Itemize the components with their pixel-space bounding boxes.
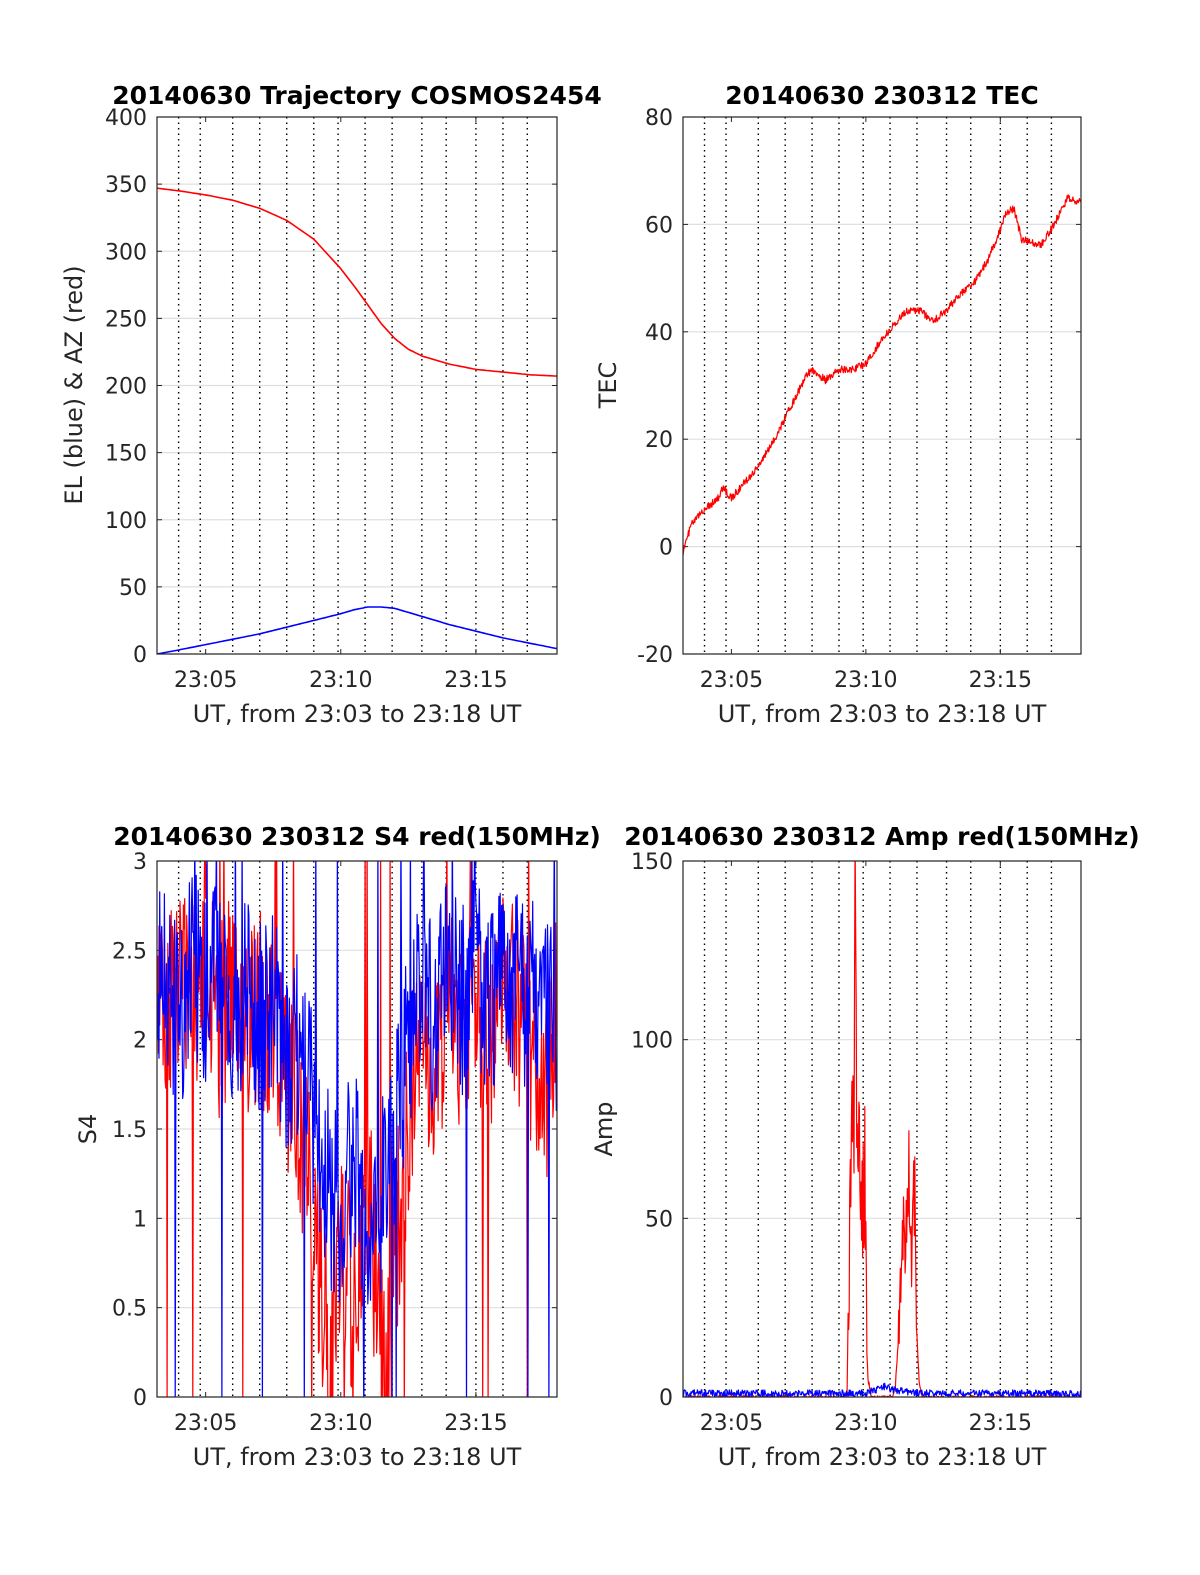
y-tick-label: 3 [133, 850, 147, 875]
tec-plot-title: 20140630 230312 TEC [725, 81, 1038, 110]
plot-area: 0 50 100 150 200 250 300 350 400 23:05 23:10 23:15 [105, 106, 557, 693]
y-tick-label: 50 [645, 1207, 673, 1232]
x-tick-label: 23:05 [700, 668, 763, 693]
trajectory-plot-xlabel: UT, from 23:03 to 23:18 UT [193, 700, 522, 728]
x-tick-label: 23:15 [444, 668, 507, 693]
y-tick-label: 20 [645, 428, 673, 453]
plot-background [683, 117, 1081, 654]
y-tick-label: 2.5 [112, 939, 147, 964]
tec-plot: 20140630 230312 TEC UT, from 23:03 to 23… [594, 81, 1082, 728]
y-tick-label: 2 [133, 1029, 147, 1054]
series-layer [683, 194, 1081, 556]
x-tick-label: 23:05 [174, 668, 237, 693]
trajectory-plot: 20140630 Trajectory COSMOS2454 UT, from … [60, 81, 602, 728]
axes-box [156, 860, 558, 1398]
y-tick-label: 150 [631, 850, 673, 875]
x-tick-label: 23:05 [700, 1411, 763, 1436]
y-tick-label: 0 [133, 643, 147, 668]
y-tick-label: 250 [105, 307, 147, 332]
series-layer [683, 861, 1081, 1397]
axes-box [682, 860, 1082, 1398]
amp-plot-xlabel: UT, from 23:03 to 23:18 UT [718, 1443, 1047, 1471]
y-tick-label: 40 [645, 321, 673, 346]
axes-box [156, 116, 558, 655]
x-tick-label: 23:15 [969, 1411, 1032, 1436]
s4-plot: 20140630 230312 S4 red(150MHz) UT, from … [74, 822, 601, 1471]
y-tick-label: 100 [105, 509, 147, 534]
y-tick-label: 400 [105, 106, 147, 131]
y-tick-label: -20 [637, 643, 673, 668]
x-tick-label: 23:10 [834, 1411, 897, 1436]
y-tick-label: 150 [105, 442, 147, 467]
red-series-line [683, 861, 1081, 1397]
amp-plot: 20140630 230312 Amp red(150MHz) UT, from… [590, 822, 1140, 1471]
y-tick-label: 60 [645, 213, 673, 238]
tec-plot-xlabel: UT, from 23:03 to 23:18 UT [718, 700, 1047, 728]
y-tick-label: 1 [133, 1207, 147, 1232]
y-tick-label: 100 [631, 1029, 673, 1054]
trajectory-plot-title: 20140630 Trajectory COSMOS2454 [112, 81, 602, 110]
amp-plot-ylabel: Amp [590, 1101, 618, 1156]
y-tick-label: 0.5 [112, 1297, 147, 1322]
blue-series-line [157, 606, 557, 654]
amp-plot-title: 20140630 230312 Amp red(150MHz) [624, 822, 1140, 851]
red-series-line [157, 187, 557, 377]
axes-box [682, 116, 1082, 655]
y-tick-label: 50 [119, 576, 147, 601]
x-tick-label: 23:10 [309, 1411, 372, 1436]
s4-plot-ylabel: S4 [74, 1114, 102, 1145]
y-tick-label: 0 [133, 1386, 147, 1411]
series-layer [157, 187, 557, 654]
plot-background [683, 861, 1081, 1397]
x-tick-label: 23:15 [969, 668, 1032, 693]
tec-plot-ylabel: TEC [594, 362, 622, 410]
plot-area: -20 0 20 40 60 80 23:05 23:10 23:15 [637, 106, 1081, 693]
plot-area: 0 50 100 150 23:05 23:10 23:15 [631, 850, 1081, 1436]
y-tick-label: 0 [659, 1386, 673, 1411]
trajectory-plot-ylabel: EL (blue) & AZ (red) [60, 265, 88, 504]
y-tick-label: 0 [659, 536, 673, 561]
blue-series-line [157, 861, 557, 1397]
series-layer [157, 861, 557, 1397]
s4-plot-title: 20140630 230312 S4 red(150MHz) [113, 822, 601, 851]
x-tick-label: 23:10 [834, 668, 897, 693]
s4-plot-xlabel: UT, from 23:03 to 23:18 UT [193, 1443, 522, 1471]
y-tick-label: 80 [645, 106, 673, 131]
x-tick-label: 23:05 [174, 1411, 237, 1436]
blue-series-line [683, 1382, 1081, 1397]
y-tick-label: 1.5 [112, 1118, 147, 1143]
x-tick-label: 23:10 [309, 668, 372, 693]
x-tick-label: 23:15 [444, 1411, 507, 1436]
y-tick-label: 200 [105, 375, 147, 400]
y-tick-label: 300 [105, 240, 147, 265]
y-tick-label: 350 [105, 173, 147, 198]
red-series-line [683, 194, 1081, 556]
